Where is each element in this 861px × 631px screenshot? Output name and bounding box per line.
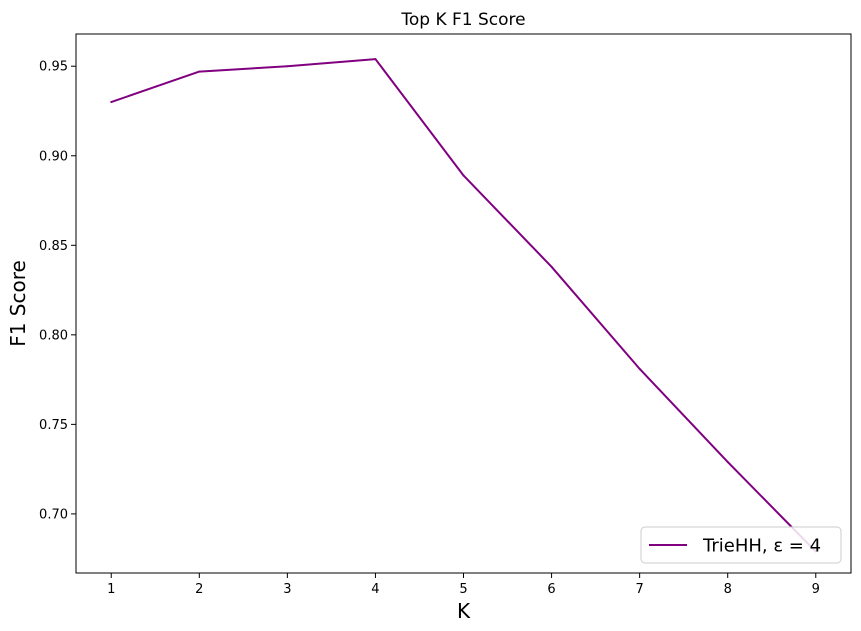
x-tick-label: 9 — [812, 582, 820, 597]
x-tick-label: 3 — [283, 582, 291, 597]
y-tick-label: 0.95 — [39, 60, 68, 75]
y-axis-title: F1 Score — [6, 260, 30, 347]
x-tick-label: 1 — [107, 582, 115, 597]
x-tick-label: 6 — [547, 582, 555, 597]
x-tick-label: 5 — [459, 582, 467, 597]
data-point — [286, 65, 289, 68]
y-tick-label: 0.70 — [39, 507, 68, 522]
data-point — [550, 265, 553, 268]
x-tick-label: 8 — [724, 582, 732, 597]
plot-frame — [75, 33, 852, 574]
data-point — [110, 101, 113, 104]
x-tick-label: 7 — [635, 582, 643, 597]
data-point — [638, 367, 641, 370]
y-tick-label: 0.80 — [39, 328, 68, 343]
y-tick-label: 0.90 — [39, 149, 68, 164]
y-tick-label: 0.75 — [39, 418, 68, 433]
data-point — [198, 70, 201, 73]
x-tick-label: 2 — [195, 582, 203, 597]
x-axis-ticks: 1 2 3 4 5 6 7 8 9 — [107, 573, 820, 597]
y-tick-label: 0.85 — [39, 239, 68, 254]
x-axis-title: K — [457, 599, 471, 623]
legend-box — [640, 526, 842, 564]
data-point — [462, 174, 465, 177]
data-point — [726, 460, 729, 463]
legend-label: TrieHH, ε = 4 — [702, 536, 821, 557]
y-axis-ticks: 0.70 0.75 0.80 0.85 0.90 0.95 — [39, 60, 76, 522]
data-point — [374, 58, 377, 61]
legend: TrieHH, ε = 4 — [640, 526, 842, 564]
x-tick-label: 4 — [371, 582, 379, 597]
chart-title: Top K F1 Score — [400, 10, 525, 30]
